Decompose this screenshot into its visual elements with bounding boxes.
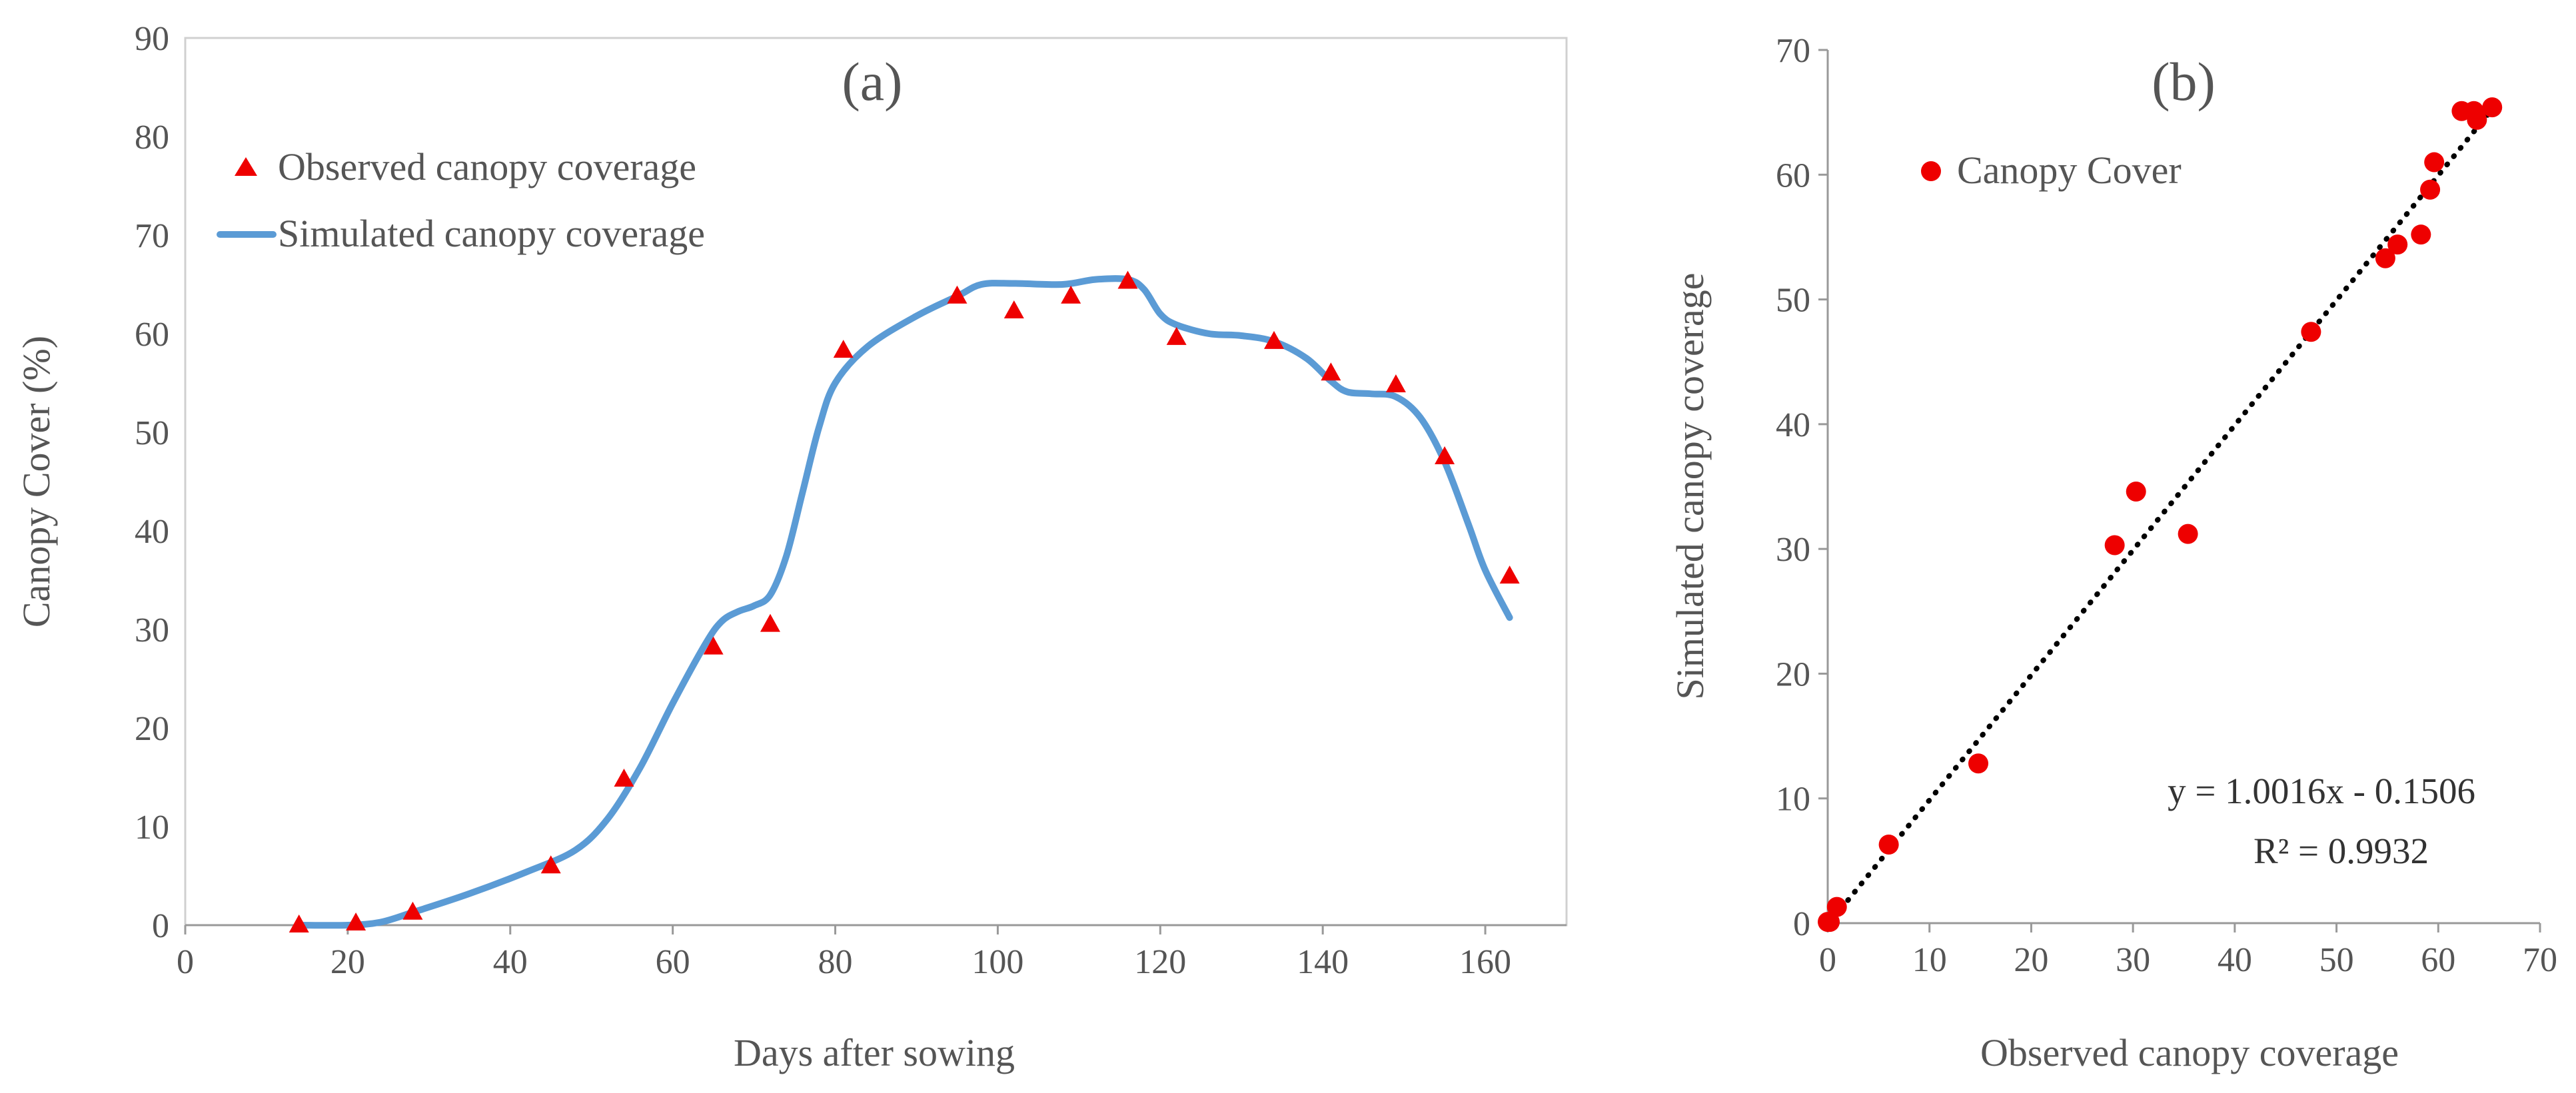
observed-point — [760, 613, 780, 632]
panel-b-trendline — [1825, 106, 2495, 928]
panel-b-points — [1818, 97, 2503, 932]
panel-a-y-ticks: 0 10 20 30 40 50 60 70 80 90 — [135, 20, 169, 945]
observed-point — [540, 855, 561, 874]
observed-point — [1061, 285, 1081, 304]
panel-b-chart: 0 10 20 30 40 50 60 70 0 10 20 30 40 50 60 70 (b) Cano… — [1668, 32, 2557, 1074]
x-tick-label: 20 — [2014, 941, 2048, 979]
x-tick-label: 50 — [2319, 941, 2354, 979]
panel-a-y-axis-label: Canopy Cover (%) — [15, 336, 58, 627]
observed-point — [614, 768, 634, 787]
y-tick-label: 10 — [135, 809, 169, 847]
y-tick-label: 80 — [135, 119, 169, 157]
canopy-cover-point — [2178, 524, 2198, 544]
x-tick-label: 0 — [177, 943, 194, 981]
x-tick-label: 40 — [493, 943, 528, 981]
y-tick-label: 20 — [135, 710, 169, 748]
observed-point — [833, 340, 854, 358]
x-tick-label: 120 — [1134, 943, 1186, 981]
x-tick-label: 0 — [1819, 941, 1836, 979]
y-tick-label: 90 — [135, 20, 169, 58]
y-tick-label: 70 — [1776, 32, 1810, 70]
panel-b-y-ticks: 0 10 20 30 40 50 60 70 — [1776, 32, 1828, 943]
x-tick-label: 40 — [2218, 941, 2252, 979]
panel-a-x-ticks: 0 20 40 60 80 100 120 140 160 — [177, 925, 1511, 981]
panel-b-legend: Canopy Cover — [1921, 149, 2182, 192]
x-tick-label: 20 — [330, 943, 365, 981]
x-tick-label: 80 — [818, 943, 853, 981]
y-tick-label: 0 — [1793, 905, 1810, 943]
canopy-cover-point — [1878, 835, 1899, 855]
y-tick-label: 50 — [1776, 282, 1810, 320]
y-tick-label: 70 — [135, 217, 169, 255]
observed-point — [1385, 374, 1406, 392]
y-tick-label: 30 — [135, 611, 169, 649]
y-tick-label: 50 — [135, 414, 169, 452]
canopy-cover-point — [2420, 179, 2441, 200]
observed-point — [289, 914, 309, 932]
y-tick-label: 0 — [152, 907, 169, 945]
y-tick-label: 30 — [1776, 531, 1810, 569]
canopy-cover-point — [2126, 481, 2146, 502]
legend-observed-marker — [235, 157, 257, 176]
canopy-cover-point — [2424, 152, 2445, 173]
legend-simulated-label: Simulated canopy coverage — [278, 212, 705, 255]
x-tick-label: 60 — [2421, 941, 2455, 979]
observed-point — [1117, 270, 1138, 289]
observed-point — [1499, 565, 1520, 584]
x-tick-label: 70 — [2523, 941, 2557, 979]
y-tick-label: 10 — [1776, 781, 1810, 819]
panel-a-chart: 0 20 40 60 80 100 120 140 160 0 10 20 30 40 50 60 70 80 9… — [15, 20, 1568, 1074]
observed-point — [1003, 300, 1024, 318]
x-tick-label: 10 — [1912, 941, 1947, 979]
canopy-cover-point — [2387, 234, 2408, 255]
canopy-cover-point — [1968, 753, 1989, 774]
panel-a-observed-series — [289, 270, 1520, 932]
x-tick-label: 30 — [2116, 941, 2150, 979]
y-tick-label: 40 — [135, 513, 169, 551]
panel-b-x-ticks: 0 10 20 30 40 50 60 70 — [1819, 923, 2557, 979]
panel-a-x-axis-label: Days after sowing — [734, 1031, 1015, 1074]
canopy-cover-point — [1826, 897, 1847, 917]
observed-point — [346, 912, 366, 931]
observed-point — [1264, 330, 1285, 349]
x-tick-label: 140 — [1297, 943, 1349, 981]
x-tick-label: 100 — [971, 943, 1023, 981]
canopy-cover-point — [2467, 109, 2487, 130]
canopy-cover-point — [2301, 322, 2321, 342]
y-tick-label: 60 — [135, 316, 169, 354]
panel-b-r-squared: R² = 0.9932 — [2254, 831, 2429, 871]
observed-point — [703, 636, 724, 655]
canopy-cover-point — [2104, 535, 2125, 555]
legend-canopy-cover-label: Canopy Cover — [1957, 149, 2182, 192]
observed-point — [1166, 326, 1187, 345]
y-tick-label: 60 — [1776, 157, 1810, 194]
canopy-cover-point — [2411, 224, 2431, 245]
observed-point — [947, 285, 967, 304]
panel-b-x-axis-label: Observed canopy coverage — [1980, 1031, 2399, 1074]
panel-b-trend-equation: y = 1.0016x - 0.1506 — [2168, 771, 2475, 811]
x-tick-label: 160 — [1459, 943, 1511, 981]
panel-a-label: (a) — [842, 51, 902, 112]
observed-point — [402, 901, 423, 920]
panel-a-legend: Observed canopy coverage Simulated canop… — [217, 145, 705, 255]
simulated-canopy-line — [295, 275, 1513, 929]
panel-b-y-axis-label: Simulated canopy coverage — [1668, 273, 1712, 700]
panel-a-simulated-series — [295, 275, 1513, 929]
x-tick-label: 60 — [656, 943, 690, 981]
legend-observed-label: Observed canopy coverage — [278, 145, 696, 188]
observed-point — [1321, 362, 1341, 381]
legend-canopy-cover-marker — [1921, 161, 1941, 181]
canopy-cover-point — [2482, 97, 2503, 118]
panel-b-label: (b) — [2152, 51, 2216, 112]
y-tick-label: 40 — [1776, 406, 1810, 444]
canopy-cover-point — [2375, 248, 2395, 268]
observed-point — [1435, 446, 1455, 464]
canopy-cover-point — [1820, 912, 1840, 932]
y-tick-label: 20 — [1776, 655, 1810, 693]
